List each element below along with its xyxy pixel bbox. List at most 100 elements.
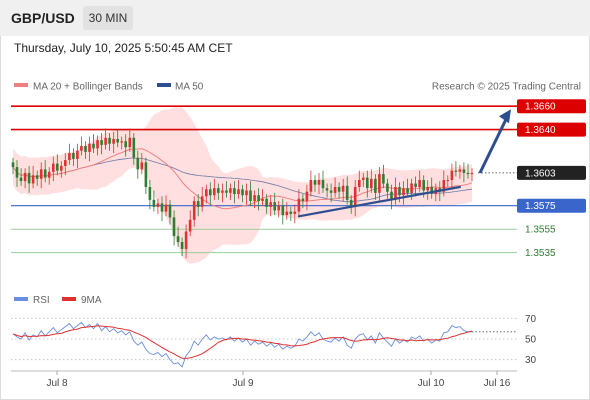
candle-body bbox=[56, 163, 59, 171]
candle-body bbox=[362, 177, 365, 180]
candle-body bbox=[52, 163, 55, 172]
candle-body bbox=[64, 160, 67, 166]
candle-body bbox=[180, 242, 184, 249]
candle-body bbox=[325, 188, 329, 191]
candle-body bbox=[221, 190, 224, 193]
timeframe-badge[interactable]: 30 MIN bbox=[83, 6, 133, 30]
level-label-1.3535: 1.3535 bbox=[525, 248, 556, 259]
candle-body bbox=[188, 219, 192, 232]
candle-body bbox=[192, 201, 196, 220]
candle-body bbox=[301, 198, 305, 201]
candle-body bbox=[120, 141, 123, 143]
rsi-tick-50: 50 bbox=[525, 335, 537, 346]
candle-body bbox=[374, 178, 377, 193]
candle-body bbox=[88, 143, 91, 152]
candle-body bbox=[92, 143, 95, 149]
candle-body bbox=[466, 172, 470, 175]
forecast-arrow-head bbox=[499, 109, 511, 124]
level-badge-1.3640 bbox=[517, 122, 586, 137]
candle-body bbox=[80, 146, 83, 151]
candle-body bbox=[11, 162, 15, 168]
candle-body bbox=[442, 180, 446, 192]
candle-body bbox=[265, 198, 268, 207]
candle-body bbox=[176, 236, 180, 243]
ma50-legend-swatch bbox=[157, 83, 171, 87]
timestamp-label: Thursday, July 10, 2025 5:50:45 AM CET bbox=[14, 41, 233, 55]
candle-body bbox=[156, 203, 160, 207]
candle-body bbox=[132, 137, 136, 158]
x-axis: Jul 8 Jul 9 Jul 10 Jul 16 bbox=[46, 371, 511, 389]
candle-body bbox=[144, 162, 148, 187]
candle-body bbox=[418, 180, 421, 187]
candle-body bbox=[261, 198, 264, 201]
candle-body bbox=[277, 205, 280, 211]
candle-body bbox=[321, 180, 325, 189]
candle-body bbox=[19, 177, 23, 182]
candle-body bbox=[305, 191, 309, 202]
level-badge-1.3603 bbox=[517, 165, 586, 180]
rsi-ma-legend-swatch bbox=[62, 297, 76, 301]
candle-body bbox=[112, 139, 115, 144]
symbol-title: GBP/USD bbox=[11, 10, 75, 26]
level-label-1.3575: 1.3575 bbox=[525, 201, 556, 212]
candle-body bbox=[430, 187, 433, 194]
candle-body bbox=[124, 141, 127, 148]
candle-body bbox=[426, 187, 429, 191]
candle-body bbox=[406, 188, 409, 193]
ma20-legend-label: MA 20 + Bollinger Bands bbox=[33, 82, 143, 93]
candle-body bbox=[462, 169, 466, 173]
candle-body bbox=[108, 137, 111, 144]
candle-body bbox=[15, 167, 19, 178]
level-badge-1.3660 bbox=[517, 99, 586, 114]
candle-body bbox=[136, 157, 140, 170]
candle-body bbox=[47, 171, 51, 178]
candle-body bbox=[152, 199, 156, 207]
candle-body bbox=[233, 188, 236, 195]
price-labels: 1.3660 1.3640 1.3603 1.3575 1.3555 1.3535 bbox=[517, 99, 586, 259]
candle-body bbox=[414, 183, 417, 187]
candle-body bbox=[329, 190, 333, 193]
candle-body bbox=[217, 188, 220, 193]
level-label-1.3603: 1.3603 bbox=[525, 168, 556, 179]
candle-body bbox=[285, 211, 289, 216]
candle-body bbox=[450, 170, 454, 180]
candle-body bbox=[394, 187, 397, 200]
candle-body bbox=[253, 195, 256, 202]
candle-body bbox=[402, 188, 405, 196]
candle-body bbox=[337, 187, 341, 192]
x-tick-label: Jul 10 bbox=[418, 378, 445, 389]
candle-body bbox=[390, 191, 393, 200]
candle-body bbox=[317, 180, 321, 185]
candle-body bbox=[446, 180, 450, 181]
candle-body bbox=[31, 175, 35, 184]
candle-body bbox=[23, 172, 27, 182]
candle-body bbox=[358, 180, 361, 187]
candle-body bbox=[237, 189, 240, 194]
candle-body bbox=[225, 190, 228, 193]
rsi-tick-30: 30 bbox=[525, 355, 537, 366]
candle-body bbox=[128, 137, 132, 148]
chart-header: GBP/USD 30 MIN bbox=[0, 0, 590, 36]
candle-body bbox=[410, 183, 413, 193]
candle-body bbox=[313, 180, 317, 185]
candle-body bbox=[257, 195, 260, 202]
candle-body bbox=[172, 217, 176, 237]
candle-body bbox=[84, 146, 87, 152]
rsi-panel: 70 50 30 bbox=[11, 314, 537, 368]
x-tick-label: Jul 9 bbox=[232, 378, 254, 389]
candle-body bbox=[378, 174, 381, 193]
candle-body bbox=[140, 162, 144, 170]
candle-body bbox=[293, 211, 297, 214]
candle-body bbox=[422, 180, 425, 191]
ma20-legend-swatch bbox=[14, 83, 28, 87]
candle-body bbox=[458, 169, 462, 172]
candle-body bbox=[205, 189, 208, 197]
candle-body bbox=[200, 196, 204, 207]
candle-body bbox=[100, 140, 103, 145]
price-levels bbox=[11, 105, 517, 254]
candle-body bbox=[470, 172, 474, 175]
level-label-1.3555: 1.3555 bbox=[525, 225, 556, 236]
level-label-1.3660: 1.3660 bbox=[525, 102, 556, 113]
level-label-1.3640: 1.3640 bbox=[525, 125, 556, 136]
